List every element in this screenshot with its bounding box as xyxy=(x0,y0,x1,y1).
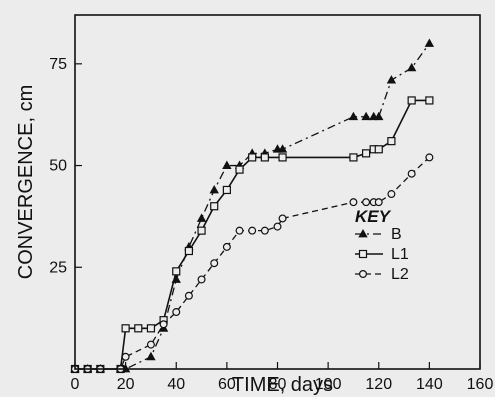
data-point-l1 xyxy=(248,153,257,162)
data-point-l1 xyxy=(121,324,130,333)
data-point-l1 xyxy=(235,165,244,174)
x-tick-label: 80 xyxy=(269,376,287,393)
legend-marker xyxy=(359,270,368,279)
data-point-l1 xyxy=(222,185,231,195)
data-point-b xyxy=(222,160,232,169)
data-point-l1 xyxy=(184,246,194,256)
data-point-l1 xyxy=(278,153,287,162)
legend-marker xyxy=(358,228,368,238)
legend-marker xyxy=(358,249,368,259)
data-point-l2 xyxy=(184,291,193,300)
data-point-b xyxy=(424,38,435,47)
data-point-l2 xyxy=(172,308,181,317)
data-point-l1 xyxy=(197,226,206,235)
x-tick-label: 100 xyxy=(315,376,342,393)
data-point-l2 xyxy=(387,190,396,199)
series-l1 xyxy=(70,96,434,374)
data-point-l1 xyxy=(260,153,269,162)
data-point-l1 xyxy=(425,96,434,105)
x-axis-title: TIME, days xyxy=(232,374,333,396)
legend-label: L1 xyxy=(391,246,409,263)
data-point-l2 xyxy=(407,169,416,178)
data-point-l1 xyxy=(387,137,396,146)
legend-title: KEY xyxy=(355,207,392,226)
data-point-b xyxy=(196,213,207,222)
data-point-l2 xyxy=(235,226,244,235)
data-point-b xyxy=(386,75,397,84)
data-point-l1 xyxy=(134,324,143,333)
data-point-b xyxy=(146,351,156,361)
y-axis-title: CONVERGENCE, cm xyxy=(15,85,37,279)
data-point-l2 xyxy=(159,320,168,329)
data-point-l2 xyxy=(210,259,219,268)
plot-frame xyxy=(74,14,481,370)
series-line-l2 xyxy=(75,156,430,370)
axes-layer: 0 20 40 60 80 100 120 140 160 25 50 75 xyxy=(49,14,494,393)
data-point-l2 xyxy=(362,198,371,207)
legend-label: B xyxy=(391,226,402,243)
data-point-l2 xyxy=(425,153,434,162)
y-tick-label: 50 xyxy=(49,158,67,175)
title-layer: TIME, days CONVERGENCE, cm xyxy=(15,85,333,396)
data-point-l1 xyxy=(172,267,181,276)
data-point-l2 xyxy=(146,340,155,349)
series-l2 xyxy=(70,153,434,374)
data-point-l2 xyxy=(248,226,257,235)
legend-item-l2: L2 xyxy=(355,266,409,283)
data-point-l2 xyxy=(278,214,287,223)
data-point-l1 xyxy=(361,149,371,158)
legend-label: L2 xyxy=(391,266,409,283)
data-point-l1 xyxy=(374,145,383,154)
data-point-l1 xyxy=(349,153,358,162)
data-point-l2 xyxy=(121,352,130,361)
data-point-l1 xyxy=(146,324,156,333)
x-tick-label: 0 xyxy=(71,376,80,393)
data-point-b xyxy=(406,62,417,72)
data-point-l2 xyxy=(260,226,269,235)
data-point-l1 xyxy=(407,96,416,105)
data-point-l2 xyxy=(222,242,231,251)
data-point-b xyxy=(348,111,359,121)
x-tick-label: 40 xyxy=(167,376,185,393)
legend-item-l1: L1 xyxy=(355,246,409,263)
x-tick-label: 120 xyxy=(365,376,392,393)
x-tick-label: 140 xyxy=(416,376,443,393)
y-tick-label: 75 xyxy=(49,56,67,73)
data-point-l1 xyxy=(210,202,219,211)
data-point-l2 xyxy=(374,198,383,207)
y-tick-label: 25 xyxy=(49,259,67,276)
data-point-b xyxy=(374,111,384,121)
data-point-b xyxy=(277,144,288,153)
x-tick-label: 160 xyxy=(467,376,494,393)
legend-item-b: B xyxy=(355,226,402,243)
x-tick-label: 60 xyxy=(218,376,236,393)
data-point-b xyxy=(209,184,219,194)
data-point-b xyxy=(361,111,371,121)
data-point-l2 xyxy=(349,198,358,207)
data-point-l2 xyxy=(273,222,282,231)
data-point-l2 xyxy=(197,275,206,284)
plot-layer xyxy=(70,38,435,374)
x-tick-label: 20 xyxy=(117,376,135,393)
